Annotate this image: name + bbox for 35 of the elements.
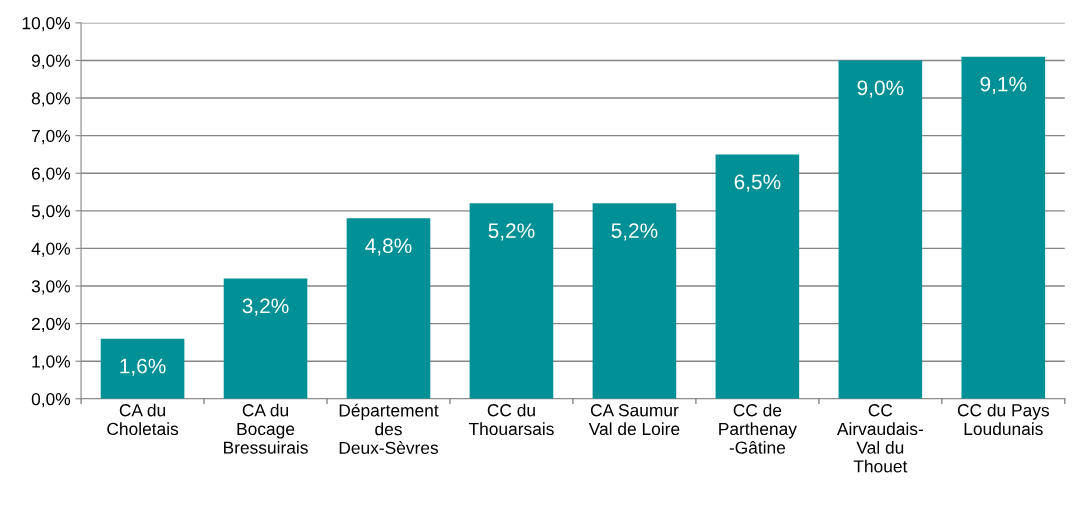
data-label: 1,6% xyxy=(120,358,166,376)
y-tick-label: 6,0% xyxy=(31,167,71,182)
x-tick-label: CA du Bocage Bressuirais xyxy=(224,403,308,454)
y-tick-label: 9,0% xyxy=(31,54,71,69)
bar xyxy=(715,154,800,399)
data-label: 5,2% xyxy=(611,223,658,241)
data-label: 9,0% xyxy=(857,80,904,98)
bar xyxy=(961,56,1046,399)
y-tick-label: 0,0% xyxy=(31,392,71,408)
data-label: 6,5% xyxy=(734,174,781,192)
data-label: 4,8% xyxy=(365,238,412,256)
x-tick-label: CA Saumur Val de Loire xyxy=(588,404,680,436)
data-label: 5,2% xyxy=(488,223,535,241)
data-label: 9,1% xyxy=(980,76,1027,94)
bar xyxy=(838,60,923,399)
y-tick-label: 1,0% xyxy=(32,355,71,370)
x-tick-label: CC Airvaudais- Val du Thouet xyxy=(836,404,923,473)
bar xyxy=(346,218,431,399)
y-tick-label: 7,0% xyxy=(31,129,71,145)
x-tick-label: Département des Deux-Sèvres xyxy=(339,403,439,454)
x-tick-label: CC du Pays Loudunais xyxy=(957,403,1049,436)
bar xyxy=(100,338,185,399)
x-tick-label: CC du Thouarsais xyxy=(468,403,554,436)
y-tick-label: 5,0% xyxy=(31,204,71,220)
x-tick-label: CC de Parthenay -Gâtine xyxy=(719,403,797,454)
x-tick-label: CA du Choletais xyxy=(107,403,179,436)
bar xyxy=(223,278,308,399)
y-tick-label: 8,0% xyxy=(31,92,71,107)
y-tick-label: 3,0% xyxy=(31,280,71,295)
y-tick-label: 2,0% xyxy=(31,317,71,333)
bar xyxy=(469,203,554,399)
data-label: 3,2% xyxy=(242,298,289,316)
y-tick-label: 10,0% xyxy=(22,17,71,32)
bar xyxy=(592,203,677,399)
y-tick-label: 4,0% xyxy=(31,242,71,257)
